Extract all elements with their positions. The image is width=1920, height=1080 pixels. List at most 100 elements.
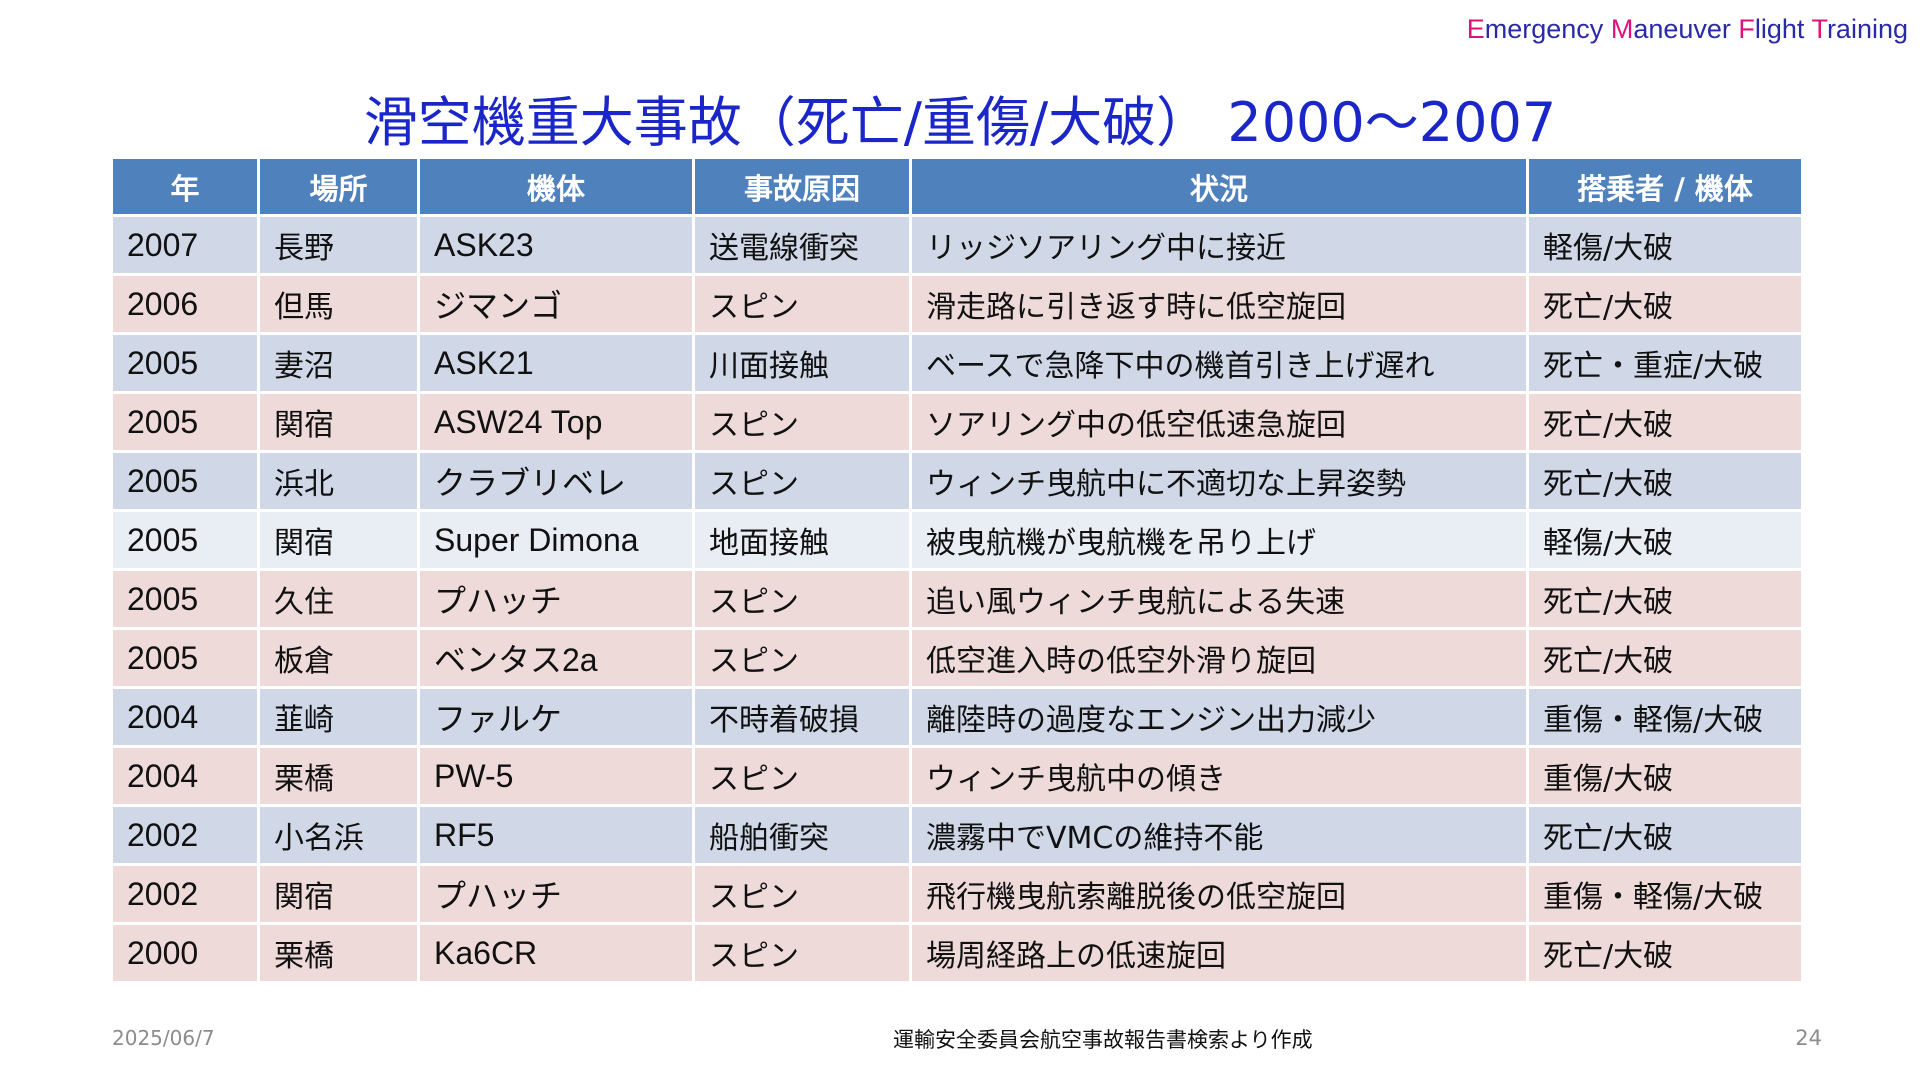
cell-year: 2005 (110, 509, 260, 571)
cell-situation: 離陸時の過度なエンジン出力減少 (909, 686, 1529, 748)
cell-situation: ベースで急降下中の機首引き上げ遅れ (909, 332, 1529, 394)
cell-year: 2005 (110, 450, 260, 512)
cell-cause: スピン (692, 627, 912, 689)
cell-result: 死亡/大破 (1526, 450, 1804, 512)
cell-place: 栗橋 (257, 922, 420, 984)
cell-result: 死亡/大破 (1526, 273, 1804, 335)
cell-aircraft: ジマンゴ (417, 273, 695, 335)
cell-result: 死亡/大破 (1526, 568, 1804, 630)
accident-table: 年 場所 機体 事故原因 状況 搭乗者 / 機体 2007 長野 ASK23 送電線衝… (110, 156, 1804, 984)
cell-result: 死亡/大破 (1526, 627, 1804, 689)
cell-year: 2005 (110, 332, 260, 394)
table-row: 2002 小名浜 RF5 船舶衝突 濃霧中でVMCの維持不能 死亡/大破 (110, 804, 1804, 866)
table-row: 2005 板倉 ベンタス2a スピン 低空進入時の低空外滑り旋回 死亡/大破 (110, 627, 1804, 689)
cell-result: 死亡/大破 (1526, 804, 1804, 866)
cell-result: 重傷/大破 (1526, 745, 1804, 807)
cell-aircraft: ベンタス2a (417, 627, 695, 689)
cell-place: 関宿 (257, 509, 420, 571)
header-place: 場所 (257, 156, 420, 217)
cell-year: 2004 (110, 686, 260, 748)
cell-situation: 濃霧中でVMCの維持不能 (909, 804, 1529, 866)
table-row: 2007 長野 ASK23 送電線衝突 リッジソアリング中に接近 軽傷/大破 (110, 214, 1804, 276)
table-row: 2005 関宿 ASW24 Top スピン ソアリング中の低空低速急旋回 死亡/大破 (110, 391, 1804, 453)
brand-word-flight: Flight (1738, 14, 1812, 44)
table-row: 2002 関宿 プハッチ スピン 飛行機曳航索離脱後の低空旋回 重傷・軽傷/大破 (110, 863, 1804, 925)
cell-situation: 低空進入時の低空外滑り旋回 (909, 627, 1529, 689)
cell-result: 重傷・軽傷/大破 (1526, 686, 1804, 748)
brand-word-maneuver: Maneuver (1610, 14, 1739, 44)
cell-aircraft: ファルケ (417, 686, 695, 748)
cell-aircraft: クラブリベレ (417, 450, 695, 512)
cell-place: 但馬 (257, 273, 420, 335)
cell-place: 浜北 (257, 450, 420, 512)
cell-aircraft: RF5 (417, 804, 695, 866)
footer-source: 運輸安全委員会航空事故報告書検索より作成 (893, 1028, 1313, 1052)
cell-situation: リッジソアリング中に接近 (909, 214, 1529, 276)
table-header-row: 年 場所 機体 事故原因 状況 搭乗者 / 機体 (110, 156, 1804, 217)
table-row: 2000 栗橋 Ka6CR スピン 場周経路上の低速旋回 死亡/大破 (110, 922, 1804, 984)
cell-cause: 船舶衝突 (692, 804, 912, 866)
footer-date: 2025/06/7 (112, 1026, 215, 1050)
brand-title: Emergency Maneuver Flight Training (1467, 14, 1908, 45)
cell-aircraft: PW-5 (417, 745, 695, 807)
cell-cause: 川面接触 (692, 332, 912, 394)
cell-year: 2006 (110, 273, 260, 335)
cell-year: 2000 (110, 922, 260, 984)
cell-place: 関宿 (257, 391, 420, 453)
cell-year: 2002 (110, 863, 260, 925)
table-row: 2005 浜北 クラブリベレ スピン ウィンチ曳航中に不適切な上昇姿勢 死亡/大破 (110, 450, 1804, 512)
cell-cause: スピン (692, 391, 912, 453)
table-row: 2005 関宿 Super Dimona 地面接触 被曳航機が曳航機を吊り上げ 軽傷/大破 (110, 509, 1804, 571)
cell-result: 死亡/大破 (1526, 391, 1804, 453)
table-row: 2005 妻沼 ASK21 川面接触 ベースで急降下中の機首引き上げ遅れ 死亡・重症/大破 (110, 332, 1804, 394)
cell-result: 重傷・軽傷/大破 (1526, 863, 1804, 925)
cell-aircraft: プハッチ (417, 568, 695, 630)
cell-place: 妻沼 (257, 332, 420, 394)
cell-result: 死亡・重症/大破 (1526, 332, 1804, 394)
cell-aircraft: Super Dimona (417, 509, 695, 571)
cell-aircraft: プハッチ (417, 863, 695, 925)
cell-place: 長野 (257, 214, 420, 276)
cell-result: 死亡/大破 (1526, 922, 1804, 984)
cell-place: 栗橋 (257, 745, 420, 807)
cell-situation: ウィンチ曳航中の傾き (909, 745, 1529, 807)
cell-result: 軽傷/大破 (1526, 214, 1804, 276)
cell-aircraft: ASW24 Top (417, 391, 695, 453)
header-result: 搭乗者 / 機体 (1526, 156, 1804, 217)
table-row: 2004 韮崎 ファルケ 不時着破損 離陸時の過度なエンジン出力減少 重傷・軽傷/大破 (110, 686, 1804, 748)
cell-situation: 場周経路上の低速旋回 (909, 922, 1529, 984)
cell-year: 2005 (110, 391, 260, 453)
cell-situation: 飛行機曳航索離脱後の低空旋回 (909, 863, 1529, 925)
cell-cause: スピン (692, 450, 912, 512)
cell-situation: ウィンチ曳航中に不適切な上昇姿勢 (909, 450, 1529, 512)
cell-situation: ソアリング中の低空低速急旋回 (909, 391, 1529, 453)
cell-result: 軽傷/大破 (1526, 509, 1804, 571)
cell-year: 2004 (110, 745, 260, 807)
cell-place: 板倉 (257, 627, 420, 689)
cell-year: 2007 (110, 214, 260, 276)
cell-cause: 地面接触 (692, 509, 912, 571)
cell-situation: 被曳航機が曳航機を吊り上げ (909, 509, 1529, 571)
page-number: 24 (1795, 1026, 1822, 1050)
cell-aircraft: Ka6CR (417, 922, 695, 984)
cell-aircraft: ASK21 (417, 332, 695, 394)
slide-title: 滑空機重大事故（死亡/重傷/大破） 2000～2007 (363, 91, 1557, 154)
header-situation: 状況 (909, 156, 1529, 217)
cell-cause: スピン (692, 863, 912, 925)
brand-word-training: Training (1811, 14, 1908, 44)
cell-cause: 送電線衝突 (692, 214, 912, 276)
header-year: 年 (110, 156, 260, 217)
cell-cause: スピン (692, 745, 912, 807)
cell-situation: 追い風ウィンチ曳航による失速 (909, 568, 1529, 630)
cell-cause: スピン (692, 273, 912, 335)
cell-year: 2005 (110, 568, 260, 630)
brand-word-emergency: Emergency (1466, 14, 1611, 44)
cell-cause: スピン (692, 568, 912, 630)
cell-cause: スピン (692, 922, 912, 984)
cell-place: 小名浜 (257, 804, 420, 866)
cell-year: 2002 (110, 804, 260, 866)
cell-place: 関宿 (257, 863, 420, 925)
cell-situation: 滑走路に引き返す時に低空旋回 (909, 273, 1529, 335)
cell-aircraft: ASK23 (417, 214, 695, 276)
table-row: 2005 久住 プハッチ スピン 追い風ウィンチ曳航による失速 死亡/大破 (110, 568, 1804, 630)
